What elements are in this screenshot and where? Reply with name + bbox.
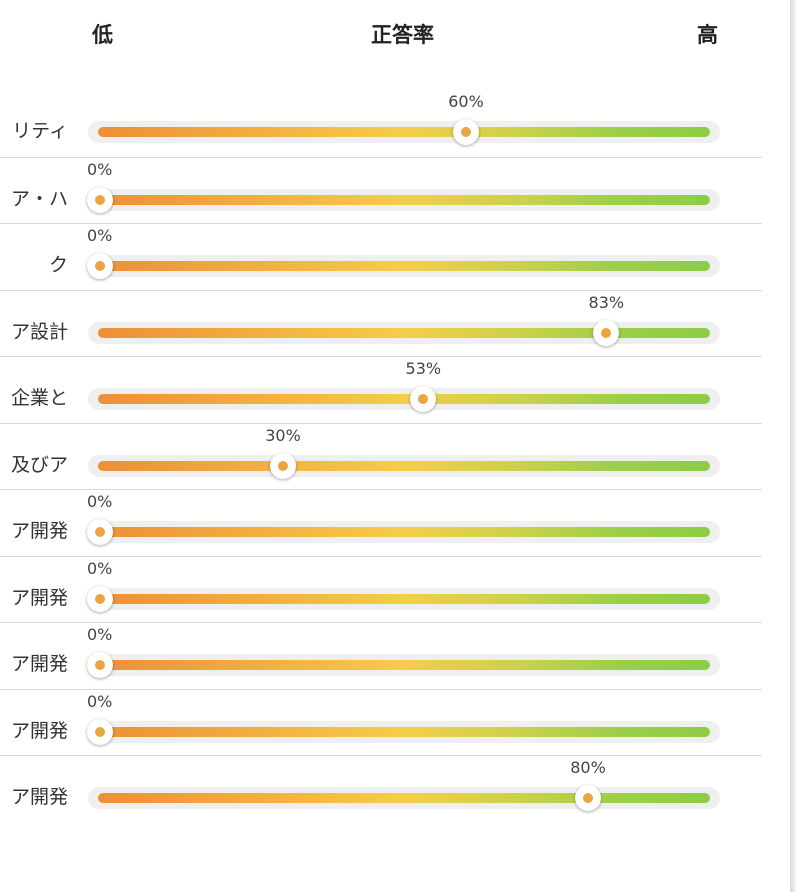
category-label: 及びア <box>10 453 68 476</box>
category-label: ア開発 <box>10 719 68 742</box>
value-label: 30% <box>265 425 301 445</box>
score-row: ア開発 0% <box>0 555 762 623</box>
gradient-track <box>98 261 710 271</box>
value-marker <box>87 585 113 612</box>
value-label: 0% <box>87 691 113 711</box>
value-marker <box>87 253 113 279</box>
category-label: ア開発 <box>10 653 68 675</box>
value-label: 0% <box>87 159 113 179</box>
category-label: ア・ハ <box>10 187 68 210</box>
score-row: リティ 60% <box>0 90 762 157</box>
score-row: ア開発 0% <box>0 622 762 689</box>
gradient-track <box>98 127 710 137</box>
value-label: 0% <box>87 625 113 644</box>
value-marker <box>87 718 113 745</box>
value-marker <box>270 452 296 479</box>
scale-header: 低 正答率 高 <box>0 20 790 50</box>
gradient-track <box>98 527 710 537</box>
gradient-track <box>98 593 710 604</box>
score-row: ア設計 83% <box>0 289 762 357</box>
score-row: 企業と 53% <box>0 356 762 423</box>
value-marker <box>575 785 601 811</box>
value-marker <box>453 119 479 145</box>
value-label: 0% <box>87 558 113 578</box>
category-label: ア設計 <box>10 320 68 343</box>
gradient-track <box>98 660 710 670</box>
scale-low-label: 低 <box>92 23 113 47</box>
value-label: 60% <box>448 92 484 111</box>
gradient-track <box>98 793 710 803</box>
value-marker <box>87 186 113 213</box>
value-marker <box>87 652 113 678</box>
score-rows: リティ 60% ア・ハ 0% ク 0% ア設計 83% 企業と 53% 及びア 30% ア開発 0% ア開発… <box>0 90 762 822</box>
category-label: ア開発 <box>10 586 68 609</box>
gradient-track <box>98 194 710 205</box>
category-label: リティ <box>12 120 68 142</box>
window-edge <box>790 0 800 892</box>
category-label: ア開発 <box>10 786 68 808</box>
value-label: 53% <box>405 359 442 378</box>
scale-high-label: 高 <box>697 23 718 47</box>
score-row: ア・ハ 0% <box>0 156 762 224</box>
value-label: 0% <box>87 492 113 511</box>
gradient-track <box>98 460 710 471</box>
category-label: ア開発 <box>10 520 68 542</box>
value-marker <box>593 319 620 346</box>
gradient-track <box>98 726 710 737</box>
value-marker <box>410 386 437 412</box>
score-row: 及びア 30% <box>0 422 762 490</box>
gradient-track <box>98 394 710 404</box>
value-label: 83% <box>588 292 625 312</box>
score-row: ア開発 80% <box>0 755 762 822</box>
category-label: 企業と <box>10 387 68 409</box>
gradient-track <box>98 327 710 338</box>
value-label: 80% <box>570 758 606 777</box>
category-label: ク <box>48 254 68 276</box>
chart-title: 正答率 <box>371 23 434 47</box>
value-label: 0% <box>87 226 113 245</box>
score-row: ア開発 0% <box>0 688 762 756</box>
score-row: ク 0% <box>0 223 762 290</box>
score-row: ア開発 0% <box>0 489 762 556</box>
value-marker <box>87 519 113 545</box>
